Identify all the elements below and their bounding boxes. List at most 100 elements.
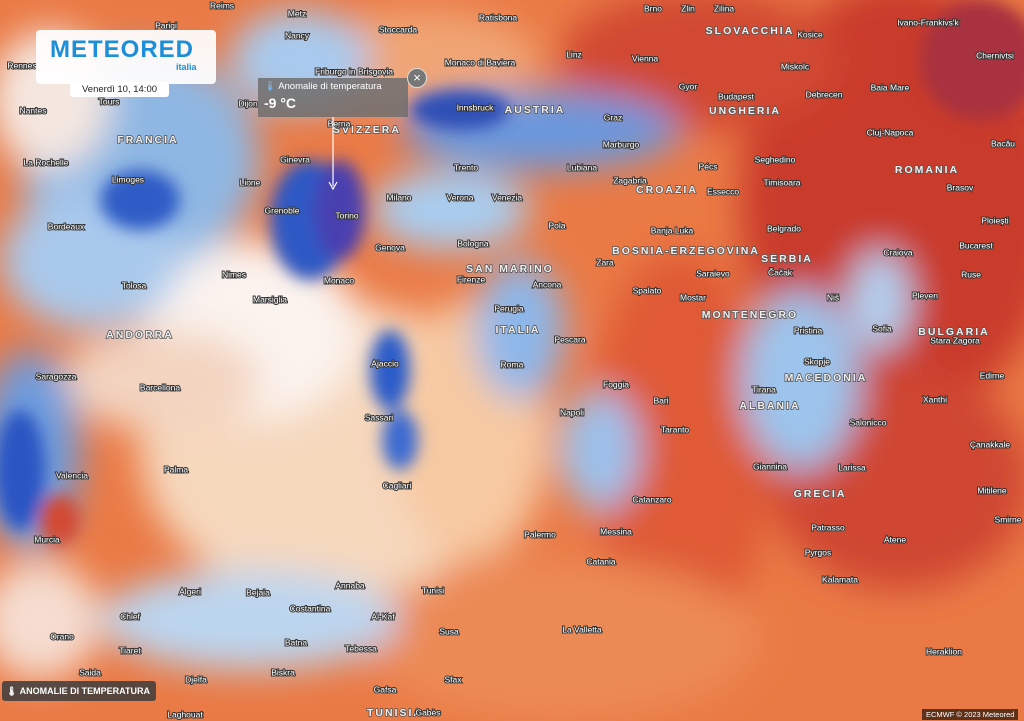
- city-label: Saraievo: [696, 268, 730, 278]
- city-label: Cagliari: [383, 480, 412, 490]
- city-label: Niš: [827, 292, 839, 302]
- city-label: Ivano-Frankivs'k: [897, 17, 959, 27]
- city-label: Ancona: [533, 279, 562, 289]
- city-label: Orano: [50, 631, 74, 641]
- city-label: Monaco di Baviera: [445, 57, 516, 67]
- city-label: Parigi: [155, 20, 177, 30]
- city-label: Gabès: [415, 707, 440, 717]
- city-label: Grenoble: [265, 205, 300, 215]
- city-label: Chlef: [120, 611, 140, 621]
- city-label: Roma: [501, 359, 524, 369]
- city-label: Barcellona: [140, 382, 180, 392]
- city-label: Saragozza: [36, 371, 77, 381]
- city-label: Verona: [447, 192, 474, 202]
- credit: ECMWF © 2023 Meteored: [922, 709, 1019, 720]
- logo-panel: METEORED italia: [36, 30, 216, 84]
- city-label: Patrasso: [811, 522, 845, 532]
- city-label: Atene: [884, 534, 906, 544]
- labels: FRANCIA SVIZZERA AUSTRIA SLOVACCHIA UNGHERIA…: [6, 0, 1022, 720]
- country-label: BULGARIA: [918, 326, 989, 338]
- city-label: Susa: [439, 626, 459, 636]
- city-label: Bejaia: [246, 587, 270, 597]
- city-label: Pyrgos: [805, 547, 831, 557]
- city-label: Trento: [454, 162, 479, 172]
- city-label: Firenze: [457, 274, 486, 284]
- city-label: Heraklion: [926, 646, 962, 656]
- city-label: La Valletta: [562, 624, 602, 634]
- city-label: Venezia: [492, 192, 523, 202]
- city-label: Budapest: [718, 91, 755, 101]
- city-label: Algeri: [179, 586, 201, 596]
- city-label: Bologna: [457, 238, 488, 248]
- city-label: Laghouat: [167, 709, 203, 719]
- city-label: Tolosa: [122, 280, 147, 290]
- city-label: Ruse: [961, 269, 981, 279]
- city-label: Innsbruck: [457, 102, 495, 112]
- city-label: Belgrado: [767, 223, 801, 233]
- country-label: ANDORRA: [106, 329, 174, 341]
- city-label: Zara: [596, 257, 614, 267]
- city-label: Ajaccio: [371, 358, 399, 368]
- city-label: Genova: [375, 242, 405, 252]
- city-label: Kosice: [797, 29, 823, 39]
- date-label: Venerdì 10, 14:00: [70, 82, 170, 97]
- city-label: Batna: [285, 637, 307, 647]
- city-label: Brno: [644, 3, 662, 13]
- city-label: Gyor: [679, 81, 698, 91]
- city-label: La Rochelle: [24, 157, 69, 167]
- city-label: Bucarest: [959, 240, 993, 250]
- city-label: Biskra: [271, 667, 295, 677]
- city-label: Graz: [604, 112, 622, 122]
- city-label: Napoli: [560, 407, 584, 417]
- layer-icon: 🌡: [6, 686, 18, 696]
- city-label: Limoges: [112, 174, 144, 184]
- city-label: Tunisi: [422, 585, 444, 595]
- city-label: Bacău: [991, 138, 1015, 148]
- city-label: Skopje: [804, 356, 830, 366]
- logo[interactable]: METEORED: [50, 36, 195, 63]
- tooltip-arrow: [328, 181, 338, 191]
- country-label: UNGHERIA: [709, 105, 781, 117]
- city-label: Essecco: [707, 186, 739, 196]
- city-label: Berna: [328, 118, 351, 128]
- city-label: Craiova: [883, 247, 913, 257]
- city-label: Vienna: [632, 53, 659, 63]
- tooltip-close[interactable]: ×: [407, 68, 427, 88]
- city-label: Pola: [548, 220, 565, 230]
- city-label: Djelfa: [185, 674, 207, 684]
- city-label: Metz: [288, 8, 306, 18]
- country-label: SVIZZERA: [333, 124, 401, 136]
- city-label: Banja Luka: [651, 225, 694, 235]
- city-label: Bordeaux: [48, 221, 85, 231]
- city-label: Dijon: [238, 98, 258, 108]
- city-label: Tirana: [752, 384, 776, 394]
- city-label: Zlin: [681, 3, 695, 13]
- city-label: Perugia: [494, 303, 524, 313]
- tooltip-title-text: Anomalie di temperatura: [278, 81, 382, 92]
- country-label: SLOVACCHIA: [706, 25, 795, 37]
- city-label: Taranto: [661, 424, 690, 434]
- thermometer-icon: 🌡: [264, 81, 277, 92]
- city-label: Catania: [586, 556, 616, 566]
- tooltip-title: 🌡 Anomalie di temperatura: [264, 81, 382, 92]
- city-label: Lione: [240, 177, 261, 187]
- country-label: BOSNIA-ERZEGOVINA: [612, 245, 760, 257]
- logo-sub: italia: [176, 62, 197, 72]
- city-label: Lubiana: [567, 162, 598, 172]
- country-label: TUNISIA: [367, 707, 423, 719]
- city-label: Miskolc: [781, 61, 810, 71]
- city-label: Nimes: [222, 269, 246, 279]
- layer-button[interactable]: 🌡 ANOMALIE DI TEMPERATURA: [2, 681, 156, 701]
- city-label: Monaco: [324, 275, 355, 285]
- tooltip: 🌡 Anomalie di temperatura -9 °C: [258, 78, 408, 117]
- city-label: Linz: [566, 49, 582, 59]
- city-label: Tebessa: [345, 643, 377, 653]
- city-label: Reims: [210, 0, 234, 10]
- city-label: Palma: [164, 464, 188, 474]
- city-label: Giannina: [753, 461, 787, 471]
- city-label: Stoccarda: [379, 24, 418, 34]
- city-label: Xanthi: [923, 394, 947, 404]
- city-label: Valencia: [56, 470, 88, 480]
